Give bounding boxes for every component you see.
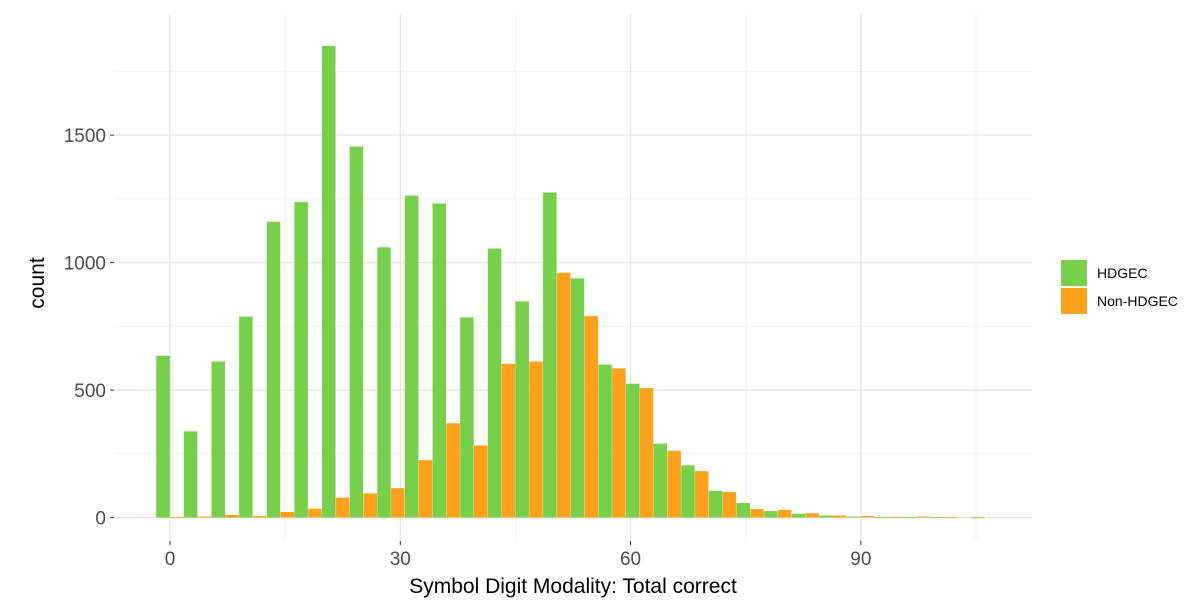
bar-non-hdgec [556, 272, 571, 518]
bar-non-hdgec [473, 445, 488, 518]
bar-non-hdgec [197, 516, 212, 518]
bar-non-hdgec [971, 517, 985, 519]
bar-non-hdgec [308, 508, 322, 518]
bar-non-hdgec [170, 517, 184, 518]
y-tick-label: 0 [95, 509, 106, 530]
bar-non-hdgec [501, 363, 516, 518]
bar-hdgec [653, 443, 668, 518]
y-axis-title: count [26, 257, 49, 309]
bar-non-hdgec [722, 492, 737, 518]
bar-non-hdgec [750, 509, 764, 518]
x-tick-label: 90 [850, 549, 871, 570]
bar-non-hdgec [888, 517, 902, 518]
bar-hdgec [349, 146, 364, 518]
bar-hdgec [487, 248, 502, 518]
bar-hdgec [598, 364, 612, 518]
x-tick-label: 0 [165, 549, 176, 570]
y-axis: 0 500 1000 1500 [64, 126, 114, 530]
bar-hdgec [708, 490, 723, 518]
bar-hdgec [625, 383, 640, 518]
bar-non-hdgec [805, 513, 820, 518]
bar-hdgec [847, 516, 861, 518]
bar-non-hdgec [639, 388, 654, 518]
bar-non-hdgec [584, 316, 599, 518]
bar-hdgec [570, 278, 585, 518]
bar-hdgec [874, 517, 889, 518]
bar-non-hdgec [529, 361, 543, 518]
bar-non-hdgec [833, 515, 847, 518]
bar-non-hdgec [252, 516, 267, 518]
bar-non-hdgec [916, 516, 930, 518]
bar-hdgec [791, 513, 806, 518]
bar-hdgec [819, 515, 833, 518]
y-tick-label: 1500 [64, 126, 106, 147]
bar-non-hdgec [418, 460, 433, 518]
bar-non-hdgec [667, 450, 681, 518]
bar-hdgec [432, 203, 447, 518]
y-tick-label: 1000 [64, 254, 106, 275]
bar-non-hdgec [695, 471, 709, 518]
bar-hdgec [764, 511, 778, 518]
bar-hdgec [183, 431, 198, 518]
legend-label: HDGEC [1097, 265, 1148, 281]
bar-hdgec [211, 361, 225, 518]
x-axis-title: Symbol Digit Modality: Total correct [409, 575, 737, 598]
legend: HDGEC Non-HDGEC [1061, 260, 1178, 314]
bar-hdgec [156, 355, 170, 518]
bar-non-hdgec [280, 511, 295, 518]
bar-non-hdgec [777, 509, 792, 518]
x-tick-label: 60 [620, 549, 641, 570]
x-axis: 0 30 60 90 [165, 541, 871, 570]
bar-non-hdgec [391, 488, 405, 518]
bar-hdgec [239, 316, 253, 518]
bar-hdgec [404, 195, 419, 518]
y-tick-label: 500 [74, 381, 106, 402]
bar-hdgec [681, 465, 695, 518]
bar-non-hdgec [860, 516, 875, 518]
bar-hdgec [460, 317, 474, 518]
bar-hdgec [266, 221, 281, 518]
legend-label: Non-HDGEC [1097, 293, 1178, 309]
legend-key-non-hdgec [1061, 288, 1087, 314]
bar-non-hdgec [943, 517, 958, 519]
bar-hdgec [322, 45, 336, 518]
bar-hdgec [902, 517, 916, 519]
bar-hdgec [294, 202, 308, 518]
bar-hdgec [543, 192, 557, 518]
histogram-bars [156, 45, 985, 519]
bar-hdgec [736, 503, 751, 518]
bar-hdgec [929, 517, 944, 518]
legend-key-hdgec [1061, 260, 1087, 286]
bar-hdgec [377, 247, 391, 518]
bar-non-hdgec [225, 514, 239, 518]
bar-non-hdgec [612, 368, 626, 518]
x-tick-label: 30 [390, 549, 411, 570]
bar-non-hdgec [363, 493, 377, 518]
bar-non-hdgec [335, 497, 350, 518]
bar-non-hdgec [446, 423, 460, 518]
bar-hdgec [515, 301, 529, 518]
